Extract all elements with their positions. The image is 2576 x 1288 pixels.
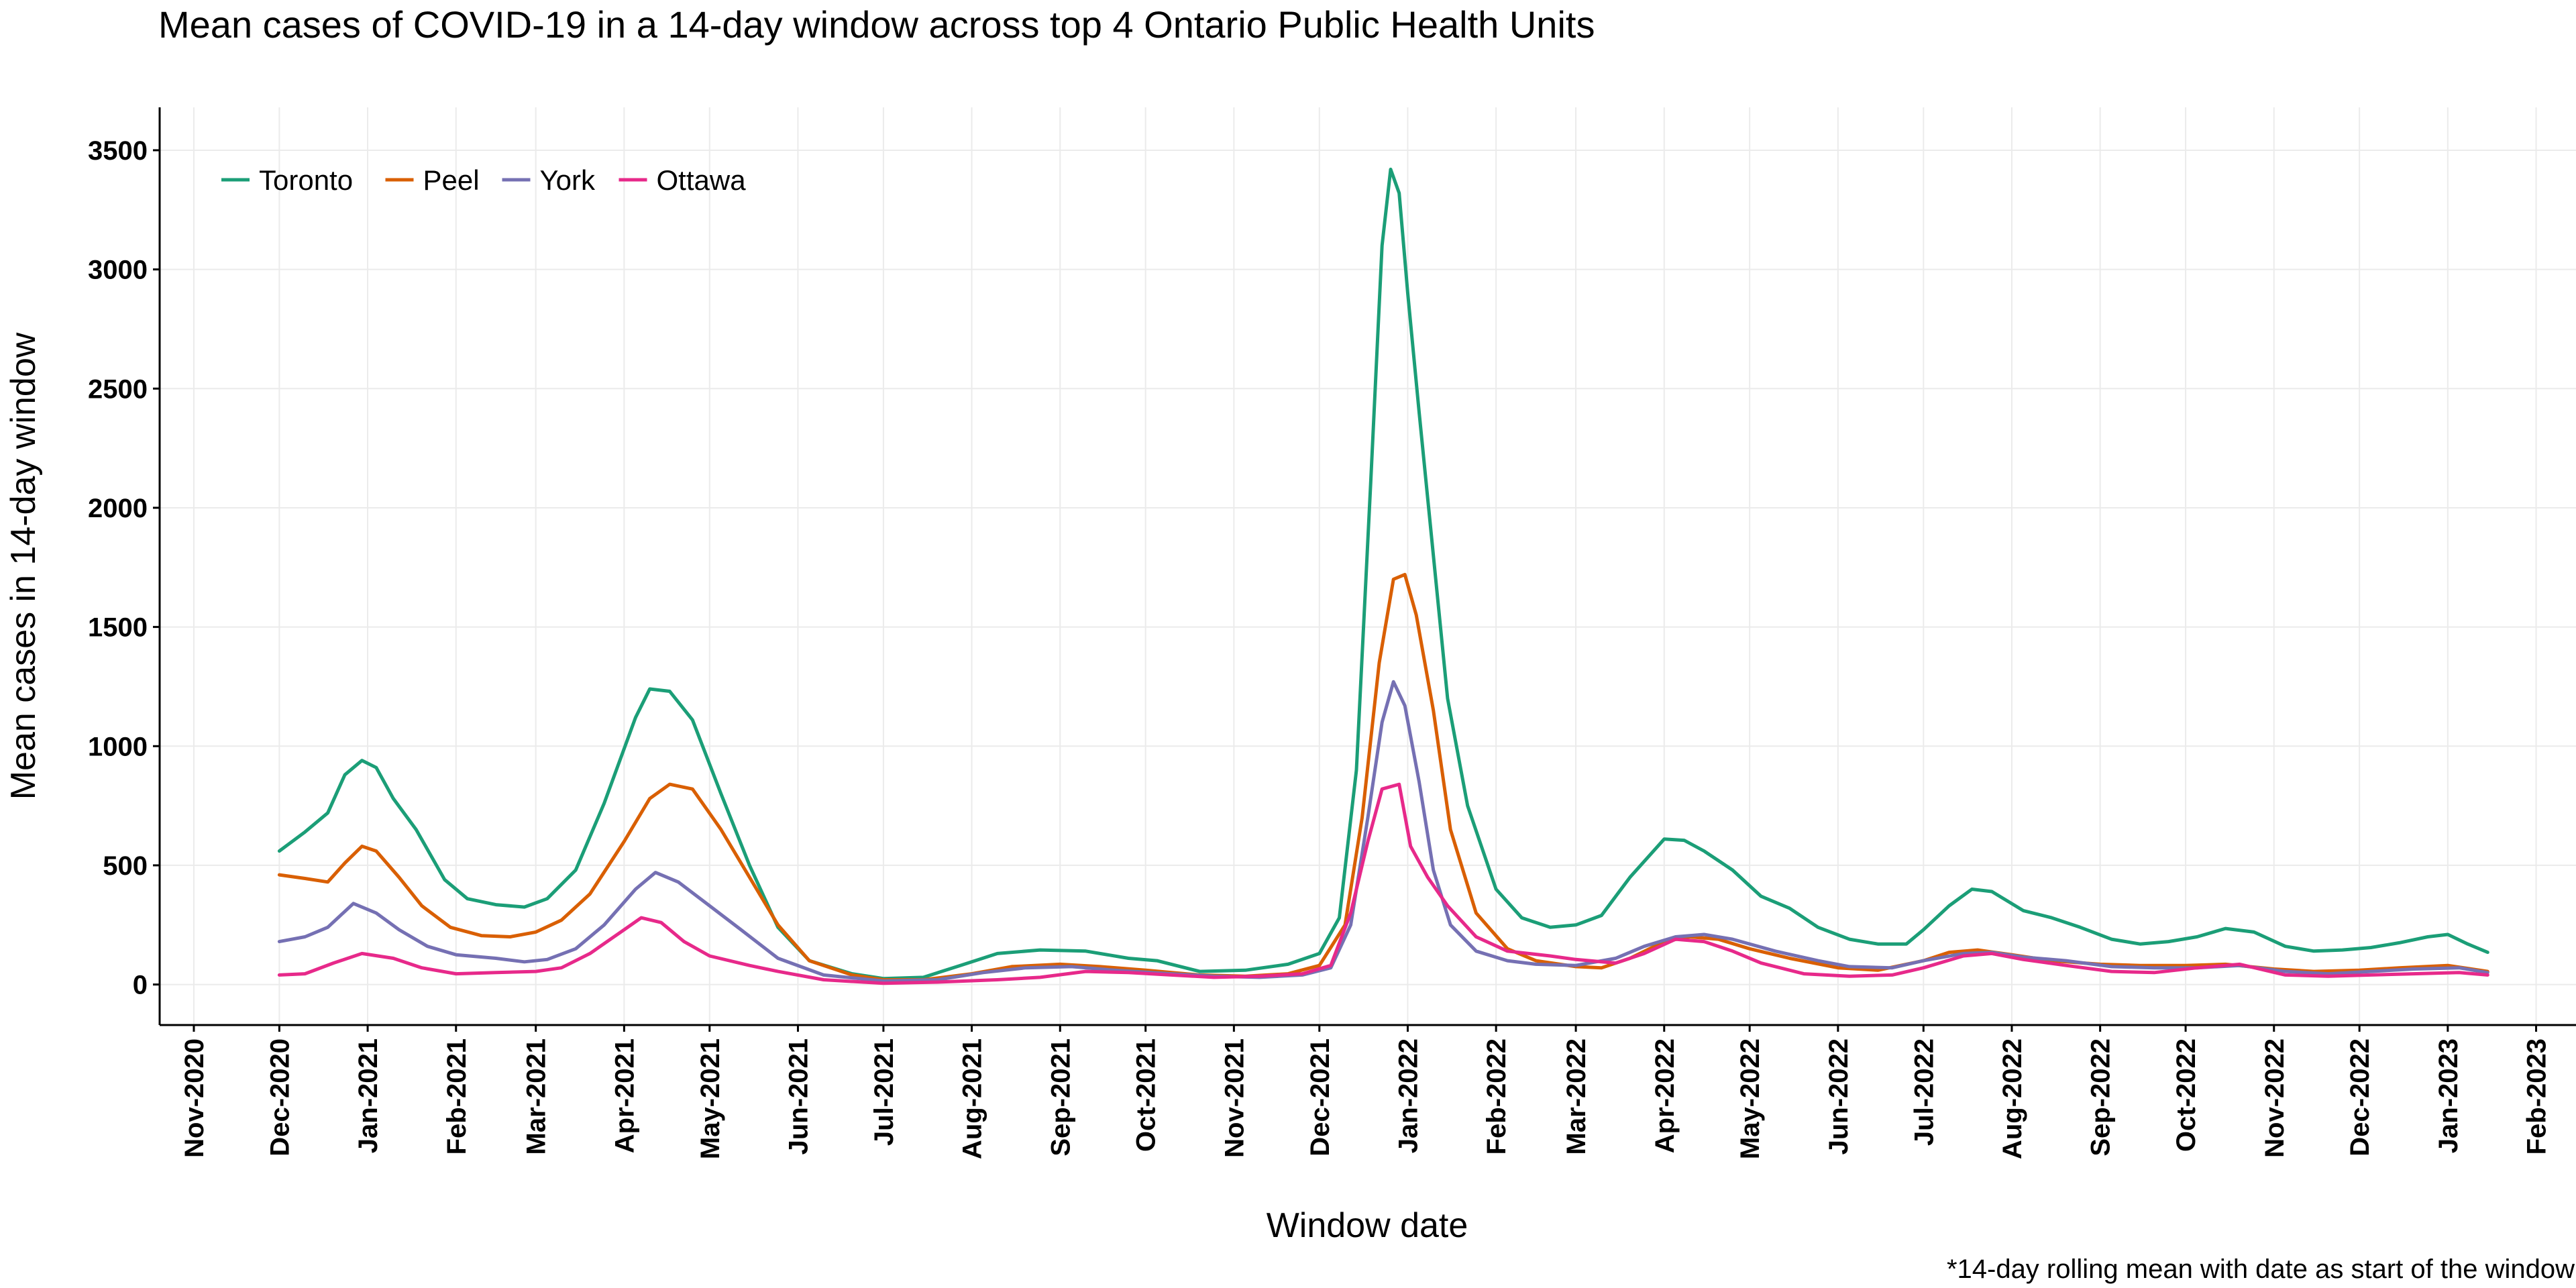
x-tick-label: Jun-2022 — [1824, 1038, 1854, 1155]
grid — [160, 107, 2576, 1025]
x-tick-label: Mar-2021 — [522, 1038, 551, 1155]
x-tick-label: Oct-2022 — [2171, 1038, 2201, 1152]
x-tick-label: Jan-2022 — [1393, 1038, 1423, 1153]
x-tick-label: Feb-2023 — [2522, 1038, 2552, 1155]
x-tick-label: Jun-2021 — [784, 1038, 813, 1155]
legend-label-york: York — [540, 164, 596, 196]
series-line-ottawa — [277, 782, 2489, 985]
x-tick-label: Dec-2022 — [2345, 1038, 2375, 1157]
legend: Toronto Peel York Ottawa — [221, 164, 746, 196]
x-tick-label: Apr-2022 — [1650, 1038, 1680, 1153]
y-tick-label: 1000 — [88, 732, 148, 761]
y-tick-label: 0 — [133, 971, 148, 1000]
x-axis-label: Window date — [1267, 1206, 1468, 1245]
x-tick-label: Nov-2022 — [2260, 1038, 2290, 1158]
x-tick-label: Nov-2020 — [180, 1038, 209, 1158]
y-tick-label: 3500 — [88, 136, 148, 166]
y-tick-label: 3000 — [88, 256, 148, 285]
x-tick-label: Jan-2021 — [354, 1038, 383, 1153]
series-line-toronto — [277, 167, 2489, 981]
legend-label-toronto: Toronto — [259, 164, 353, 196]
x-tick-label: Dec-2020 — [265, 1038, 294, 1157]
x-tick-label: Oct-2021 — [1132, 1038, 1161, 1152]
y-tick-label: 500 — [103, 851, 148, 881]
x-tick-label: Feb-2022 — [1482, 1038, 1511, 1155]
x-tick-label: Sep-2022 — [2086, 1038, 2116, 1157]
legend-label-ottawa: Ottawa — [657, 164, 747, 196]
x-tick-label: Mar-2022 — [1562, 1038, 1591, 1155]
x-tick-label: Jan-2023 — [2434, 1038, 2463, 1153]
y-axis-ticks: 0 500 1000 1500 2000 2500 3000 3500 — [88, 136, 160, 1000]
y-axis-label: Mean cases in 14-day window — [4, 332, 43, 800]
y-tick-label: 2000 — [88, 494, 148, 523]
y-tick-label: 2500 — [88, 374, 148, 404]
legend-label-peel: Peel — [423, 164, 480, 196]
x-tick-label: Feb-2021 — [442, 1038, 472, 1155]
x-tick-label: Apr-2021 — [610, 1038, 639, 1153]
x-tick-label: Dec-2021 — [1305, 1038, 1335, 1157]
x-tick-label: Jul-2021 — [869, 1038, 899, 1146]
x-tick-label: May-2021 — [696, 1038, 725, 1159]
series-line-york — [277, 680, 2489, 983]
y-tick-label: 1500 — [88, 613, 148, 643]
x-tick-label: May-2022 — [1735, 1038, 1765, 1159]
x-tick-label: Sep-2021 — [1046, 1038, 1075, 1157]
x-tick-label: Aug-2021 — [958, 1038, 987, 1159]
chart-title: Mean cases of COVID-19 in a 14-day windo… — [158, 3, 1595, 46]
chart-caption: *14-day rolling mean with date as start … — [1947, 1254, 2575, 1284]
x-axis-ticks: Nov-2020 Dec-2020 Jan-2021 Feb-2021 Mar-2021… — [180, 1025, 2552, 1159]
series-lines — [277, 167, 2489, 985]
x-tick-label: Nov-2021 — [1220, 1038, 1249, 1158]
x-tick-label: Jul-2022 — [1909, 1038, 1939, 1146]
x-tick-label: Aug-2022 — [1998, 1038, 2027, 1159]
